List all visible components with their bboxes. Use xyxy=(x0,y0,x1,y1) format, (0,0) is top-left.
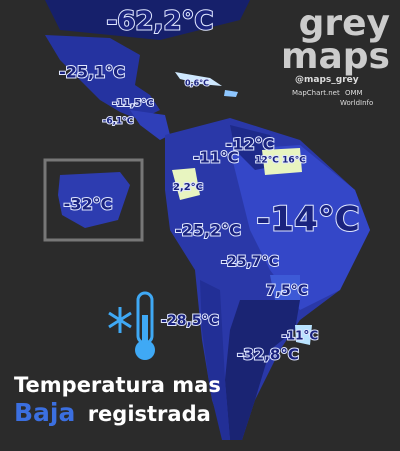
brazil xyxy=(230,145,370,310)
temperature-label: -32°C xyxy=(64,195,113,214)
temperature-label: -11,5°C xyxy=(112,98,153,109)
spain xyxy=(58,172,130,228)
brand-line2: maps xyxy=(281,36,390,77)
mexico xyxy=(45,35,160,120)
temperature-label: -11°C xyxy=(193,149,239,167)
temperature-label: -62,2°C xyxy=(106,7,213,37)
temperature-label: -25,2°C xyxy=(175,221,241,240)
title-line1: Temperatura mas xyxy=(14,373,221,397)
temperature-labels: -62,2°C-25,1°C-11,5°C0,6°C-6,1°C-12°C-11… xyxy=(58,6,361,365)
title-rest: registrada xyxy=(88,402,211,426)
temperature-label: 16°C xyxy=(282,156,306,166)
inset-frame xyxy=(43,158,144,242)
ecuador xyxy=(172,168,200,200)
central-america xyxy=(130,110,170,140)
paraguay xyxy=(270,275,300,300)
chile xyxy=(200,280,230,440)
temperature-label: 7,5°C xyxy=(266,283,308,299)
guianas xyxy=(262,148,302,175)
temperature-label: 12°C xyxy=(255,156,279,166)
cuba xyxy=(175,72,222,86)
temperature-label: -6,1°C xyxy=(103,117,134,127)
snowflake-icon xyxy=(108,307,132,333)
temperature-label: 0,6°C xyxy=(185,79,209,88)
thermometer-icon xyxy=(135,291,155,360)
temperature-label: -25,1°C xyxy=(59,63,125,82)
temperature-label: -14°C xyxy=(256,200,359,240)
north-america xyxy=(45,0,250,40)
temperature-label: 2,2°C xyxy=(173,182,203,193)
hispaniola xyxy=(224,90,238,97)
temperature-label: -25,7°C xyxy=(221,254,279,270)
brand-handle: @maps_grey xyxy=(295,75,359,85)
temperature-label: -32,8°C xyxy=(237,346,299,364)
source: OMM xyxy=(345,89,363,97)
brand-line1: grey xyxy=(299,3,390,44)
source: MapChart.net xyxy=(292,89,340,97)
source: WorldInfo xyxy=(340,99,373,107)
temperature-label: -11°C xyxy=(282,329,319,343)
title-line2: Baja registrada xyxy=(14,398,211,427)
temperature-label: -12°C xyxy=(226,135,275,154)
title-highlight: Baja xyxy=(14,398,75,427)
temperature-label: -28,5°C xyxy=(161,313,219,329)
argentina xyxy=(225,300,300,440)
uruguay xyxy=(295,325,312,345)
